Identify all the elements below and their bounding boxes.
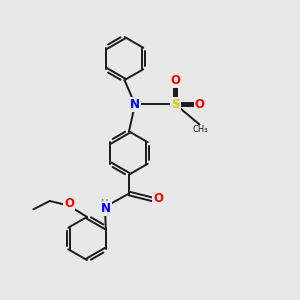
Text: H: H [100, 199, 108, 208]
Text: O: O [153, 192, 164, 206]
Text: S: S [171, 98, 180, 111]
Text: N: N [130, 98, 140, 111]
Text: O: O [64, 197, 74, 210]
Text: O: O [194, 98, 205, 111]
Text: N: N [100, 202, 111, 215]
Text: O: O [170, 74, 181, 87]
Text: CH₃: CH₃ [192, 125, 208, 134]
